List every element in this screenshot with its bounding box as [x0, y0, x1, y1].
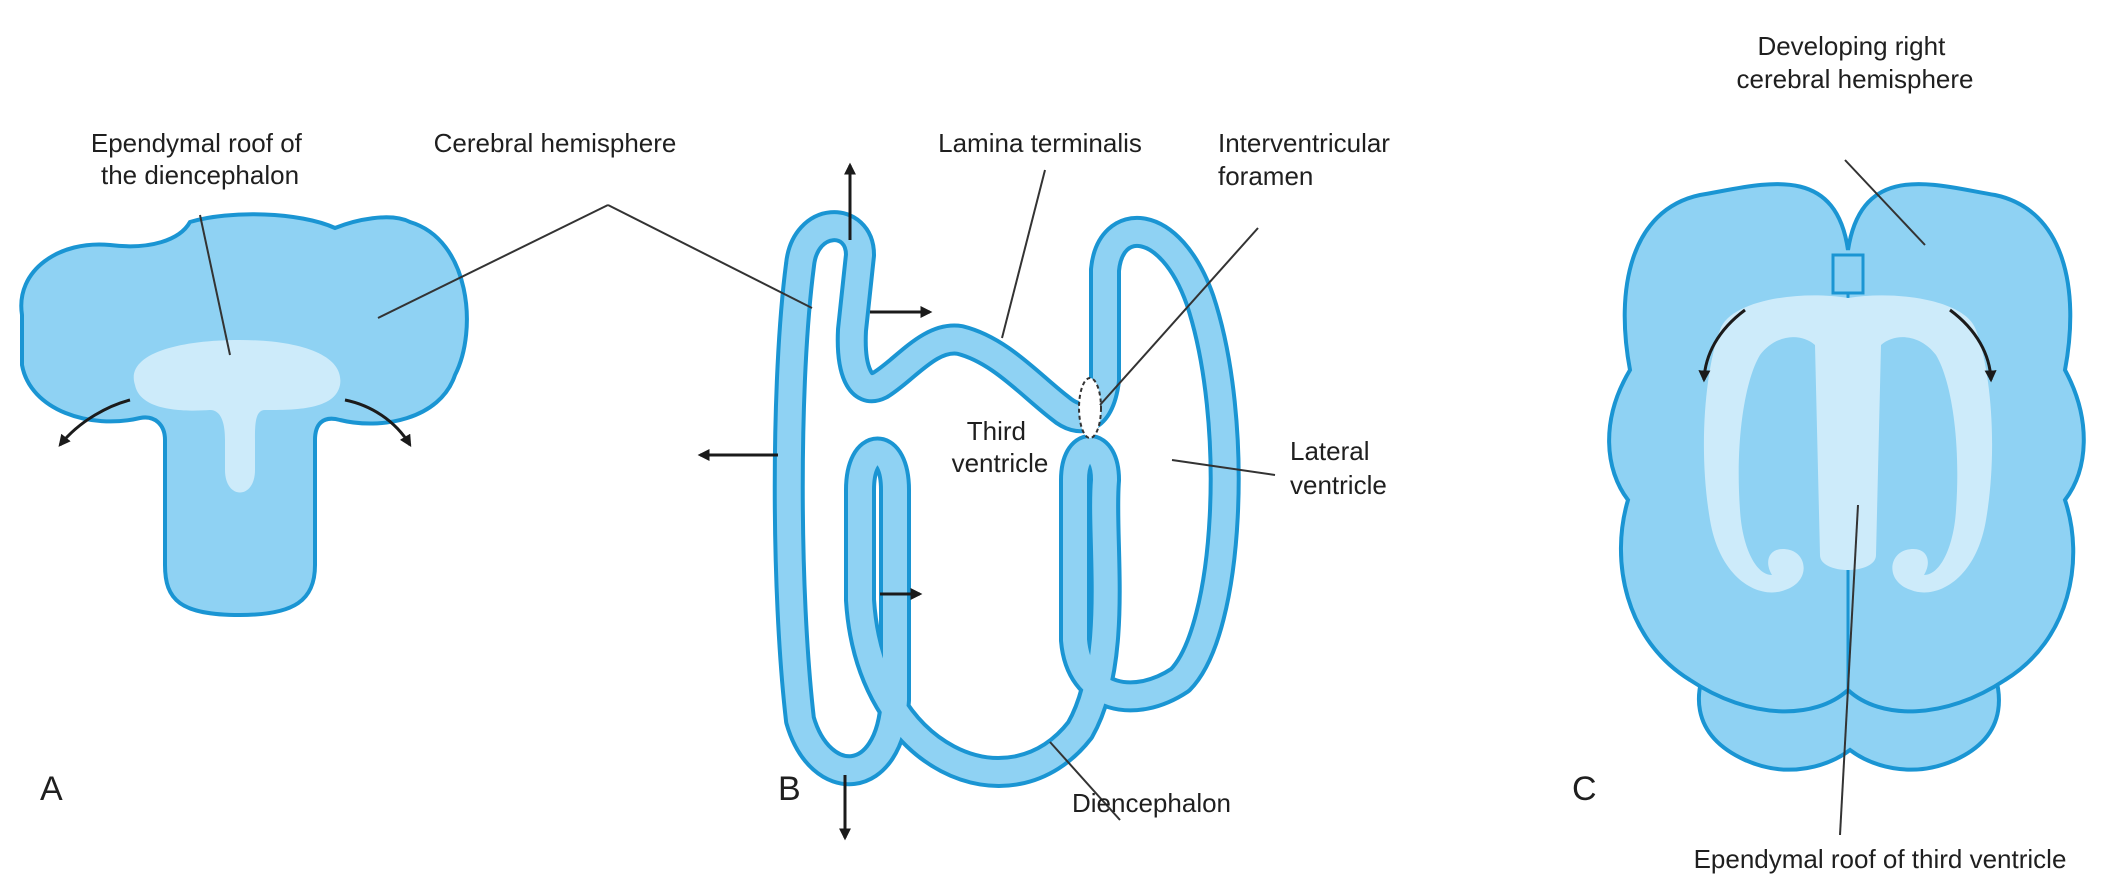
- label-diencephalon: Diencephalon: [1072, 788, 1231, 818]
- panel-c-letter: C: [1572, 770, 1597, 808]
- ependymal-roof-third-ventricle: [1703, 295, 1993, 593]
- leader-lateral-ventricle: [1171, 459, 1276, 476]
- label-interventricular-foramen: Interventricular foramen: [1218, 128, 1397, 191]
- ependymal-roof-diencephalon: [133, 340, 341, 493]
- panel-c: Developing right cerebral hemisphere Epe…: [1572, 31, 2086, 874]
- leader-diencephalon: [1049, 741, 1121, 821]
- label-cerebral-hemisphere: Cerebral hemisphere: [434, 128, 677, 158]
- leader-interventricular-foramen: [1099, 227, 1259, 406]
- panel-b-letter: B: [778, 770, 801, 808]
- label-ependymal-roof-diencephalon: Ependymal roof of the diencephalon: [91, 128, 309, 190]
- leader-ependymal-roof-third-ventricle: [1839, 504, 1859, 836]
- arrow-right-icon: [344, 398, 412, 448]
- label-developing-hemisphere: Developing right cerebral hemisphere: [1736, 31, 1973, 94]
- leader-ependymal-roof-a: [199, 214, 231, 356]
- arrow-right-curve-icon: [1949, 308, 1997, 383]
- leader-developing-hemisphere: [1844, 159, 1926, 246]
- interventricular-foramen-marker: [1078, 377, 1102, 439]
- label-third-ventricle: Third ventricle: [952, 416, 1049, 478]
- label-lamina-terminalis: Lamina terminalis: [938, 128, 1142, 158]
- panel-a-letter: A: [40, 770, 63, 808]
- panel-a: Ependymal roof of the diencephalon A: [19, 128, 609, 808]
- label-ependymal-roof-third-ventricle: Ependymal roof of third ventricle: [1694, 844, 2067, 874]
- arrow-left-icon: [58, 398, 131, 447]
- panel-b-wall-inner: [776, 214, 1237, 784]
- arrow-left-curve-icon: [1698, 308, 1746, 383]
- leader-cerebral-hemisphere-a: [377, 204, 609, 319]
- panel-c-midline-gap: [1831, 253, 1865, 295]
- leader-cerebral-hemisphere-b: [607, 204, 813, 309]
- leader-lamina-terminalis: [1001, 169, 1046, 339]
- label-lateral-ventricle: Lateral ventricle: [1290, 436, 1387, 500]
- panel-b: Lamina terminalis Interventricular foram…: [607, 128, 1397, 841]
